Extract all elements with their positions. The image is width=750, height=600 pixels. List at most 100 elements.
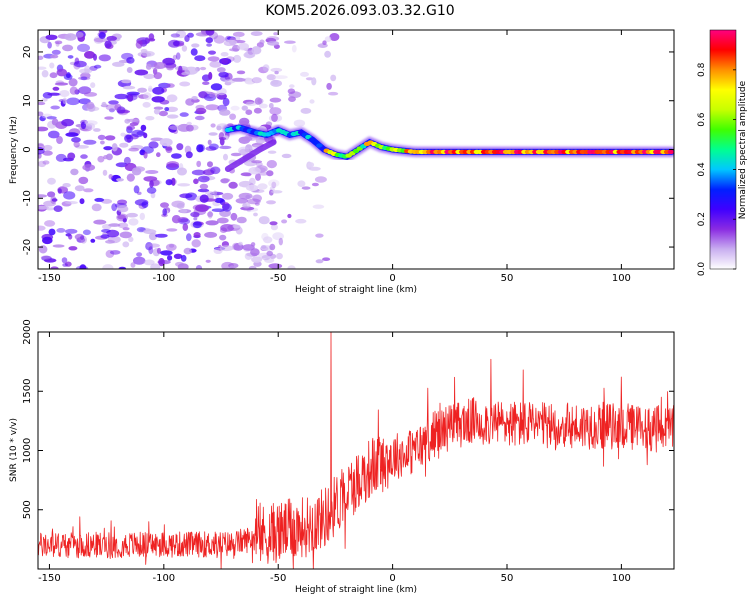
noise-blob	[74, 185, 85, 192]
x-tick-label: -50	[270, 273, 286, 284]
noise-blob	[220, 52, 229, 57]
noise-blob	[185, 98, 195, 106]
noise-blob	[145, 242, 153, 251]
noise-blob	[181, 45, 188, 52]
noise-blob	[165, 179, 173, 186]
noise-blob	[91, 203, 102, 212]
noise-blob	[80, 121, 87, 130]
noise-blob	[314, 176, 327, 183]
noise-blob	[271, 113, 278, 122]
noise-blob	[133, 256, 146, 265]
x-tick-label: 100	[612, 573, 631, 584]
noise-blob	[117, 214, 126, 220]
noise-blob	[235, 226, 243, 235]
noise-blob	[118, 266, 126, 269]
noise-blob	[42, 236, 53, 245]
noise-blob	[207, 161, 213, 168]
noise-blob	[219, 245, 234, 252]
noise-blob	[205, 37, 213, 44]
noise-blob	[311, 182, 319, 187]
noise-blob	[171, 177, 176, 186]
x-tick-label: -100	[152, 573, 175, 584]
noise-blob	[193, 217, 198, 221]
noise-blob	[156, 152, 161, 158]
noise-blob	[50, 105, 60, 110]
noise-blob	[122, 227, 130, 231]
noise-blob	[242, 202, 251, 209]
noise-blob	[194, 55, 206, 62]
noise-blob	[169, 125, 181, 130]
noise-blob	[315, 259, 324, 264]
noise-blob	[104, 40, 112, 49]
noise-blob	[111, 143, 118, 152]
noise-blob	[269, 243, 276, 251]
noise-blob	[196, 160, 202, 168]
noise-blob	[105, 104, 119, 111]
noise-blob	[181, 71, 191, 76]
noise-blob	[139, 212, 145, 221]
noise-blob	[261, 255, 271, 261]
noise-blob	[130, 93, 139, 97]
spectrogram-x-axis-label: Height of straight line (km)	[295, 285, 417, 295]
noise-blob	[213, 190, 218, 196]
noise-blob	[80, 235, 85, 240]
noise-blob	[232, 224, 241, 229]
y-tick-label: 1500	[22, 379, 33, 404]
noise-blob	[246, 198, 261, 205]
colorbar-tick-label: 0.0	[697, 262, 707, 277]
noise-blob	[51, 118, 59, 126]
noise-blob	[152, 67, 158, 75]
noise-blob	[148, 246, 154, 255]
noise-blob	[160, 250, 173, 256]
noise-blob	[40, 255, 51, 260]
noise-blob	[197, 188, 210, 193]
x-tick-label: 50	[501, 573, 514, 584]
noise-blob	[182, 223, 189, 232]
noise-blob	[311, 77, 317, 86]
noise-blob	[245, 109, 253, 115]
noise-blob	[244, 252, 253, 260]
noise-blob	[133, 185, 140, 194]
noise-blob	[122, 85, 136, 90]
noise-blob	[62, 263, 68, 267]
noise-blob	[116, 106, 126, 114]
noise-blob	[291, 44, 297, 53]
noise-blob	[222, 192, 234, 200]
noise-blob	[78, 98, 91, 105]
noise-blob	[38, 126, 49, 132]
noise-blob	[98, 54, 111, 62]
noise-blob	[93, 64, 102, 69]
noise-blob	[223, 153, 228, 161]
noise-blob	[150, 137, 164, 142]
noise-blob	[266, 36, 280, 42]
noise-blob	[179, 208, 188, 213]
noise-blob	[148, 85, 153, 91]
noise-blob	[143, 151, 148, 159]
noise-blob	[186, 121, 192, 126]
noise-blob	[45, 34, 58, 40]
noise-blob	[270, 67, 283, 73]
noise-blob	[50, 54, 59, 59]
noise-blob	[245, 80, 255, 85]
noise-blob	[205, 191, 215, 195]
noise-blob	[65, 132, 79, 137]
noise-blob	[216, 67, 226, 73]
noise-blob	[166, 94, 178, 103]
noise-blob	[56, 68, 68, 77]
noise-blob	[77, 43, 90, 53]
noise-blob	[94, 197, 105, 202]
noise-blob	[71, 137, 81, 143]
x-tick-label: 0	[389, 573, 395, 584]
noise-blob	[274, 75, 288, 79]
noise-blob	[252, 194, 262, 203]
noise-blob	[274, 70, 279, 75]
noise-blob	[287, 88, 296, 94]
noise-blob	[68, 78, 78, 87]
noise-blob	[250, 31, 263, 36]
noise-blob	[208, 71, 213, 80]
noise-blob	[148, 38, 156, 42]
x-tick-label: 0	[389, 273, 395, 284]
noise-blob	[268, 263, 283, 269]
noise-blob	[160, 202, 169, 208]
noise-blob	[101, 229, 111, 233]
